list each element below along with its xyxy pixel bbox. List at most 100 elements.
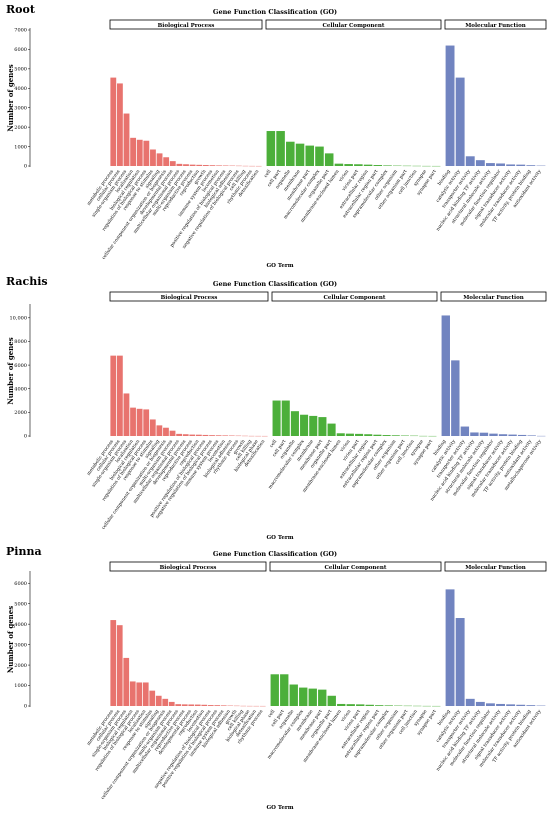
facet-label: Cellular Component xyxy=(323,23,385,29)
bar xyxy=(373,165,383,166)
bar xyxy=(117,83,123,166)
bar xyxy=(309,415,318,436)
bar xyxy=(201,704,208,706)
bar xyxy=(365,704,374,706)
bar xyxy=(344,164,353,166)
bar xyxy=(156,153,163,166)
bar xyxy=(270,674,279,706)
y-tick-label: 5000 xyxy=(14,601,27,607)
bar xyxy=(195,434,202,436)
bar xyxy=(175,704,182,706)
bar xyxy=(526,705,536,706)
panel-root: Root Gene Function Classification (GO) 0 10… xyxy=(6,3,547,269)
bar xyxy=(526,165,536,166)
facet-label: Biological Process xyxy=(158,23,215,29)
y-axis-label: Number of genes xyxy=(6,606,15,673)
bar xyxy=(209,165,216,166)
x-axis-label: GO Term xyxy=(266,263,293,269)
bar xyxy=(354,164,363,166)
bar xyxy=(441,315,450,436)
bar xyxy=(318,417,327,436)
bar xyxy=(516,704,526,706)
x-tick-label: cell xyxy=(267,708,277,719)
bar xyxy=(280,674,289,706)
bar xyxy=(496,703,505,706)
bar xyxy=(194,704,201,706)
panel-rachis: Rachis Gene Function Classification (GO) 0… xyxy=(6,275,547,541)
bar xyxy=(384,705,393,706)
bar xyxy=(290,411,299,436)
bar xyxy=(363,164,373,166)
facet-label: Biological Process xyxy=(161,295,218,301)
y-tick-label: 4000 xyxy=(14,622,27,628)
y-tick-label: 3000 xyxy=(14,642,27,648)
bar xyxy=(498,434,508,436)
bar xyxy=(327,695,336,706)
chart-title: Gene Function Classification (GO) xyxy=(213,8,337,16)
y-tick-label: 10,000 xyxy=(10,316,28,322)
bar xyxy=(110,355,117,436)
bar xyxy=(207,705,214,706)
bar xyxy=(346,704,355,706)
bar xyxy=(163,427,169,436)
bar xyxy=(465,698,475,706)
bar xyxy=(276,131,285,166)
facet-header xyxy=(444,19,547,30)
bar xyxy=(176,163,183,166)
bar xyxy=(116,625,123,706)
bar xyxy=(162,698,169,706)
bar xyxy=(214,705,221,706)
bar xyxy=(202,434,209,436)
bar xyxy=(168,701,175,706)
bar xyxy=(300,414,309,436)
bar xyxy=(305,145,315,166)
bar xyxy=(189,434,196,436)
x-tick-label: cell xyxy=(263,168,273,179)
chart-title: Gene Function Classification (GO) xyxy=(213,550,337,558)
panel-label: Root xyxy=(6,3,36,16)
y-tick-label: 4000 xyxy=(14,86,27,92)
facet-label: Molecular Function xyxy=(465,565,526,571)
bar xyxy=(475,160,485,166)
bar xyxy=(281,400,290,436)
y-tick-label: 2000 xyxy=(14,663,27,669)
facet-header xyxy=(265,19,442,30)
panel-pinna: Pinna Gene Function Classification (GO) 0 1… xyxy=(6,545,547,811)
bar xyxy=(130,407,136,436)
bar xyxy=(182,434,189,436)
bar xyxy=(136,682,143,706)
bar xyxy=(209,435,215,436)
bar xyxy=(465,156,475,166)
y-tick-label: 1000 xyxy=(14,144,27,150)
bar xyxy=(123,113,130,166)
bar xyxy=(445,45,455,166)
facet-header xyxy=(109,19,263,30)
bar xyxy=(527,435,536,436)
y-tick-label: 3000 xyxy=(14,105,27,111)
facet-header xyxy=(444,561,547,572)
bar xyxy=(496,163,505,166)
bar xyxy=(318,689,327,706)
bar xyxy=(123,657,130,706)
facet-label: Biological Process xyxy=(160,565,217,571)
y-tick-label: 5000 xyxy=(14,67,27,73)
bar xyxy=(508,434,517,436)
bar xyxy=(375,705,384,706)
facet-header xyxy=(109,561,267,572)
bar xyxy=(136,408,143,436)
bar xyxy=(486,163,495,166)
x-axis-label: GO Term xyxy=(266,805,293,811)
bar xyxy=(123,393,130,436)
bar xyxy=(143,409,150,436)
bar xyxy=(136,139,143,166)
y-tick-label: 0 xyxy=(24,164,27,170)
facet-header xyxy=(109,291,269,302)
bar xyxy=(149,690,156,706)
bar xyxy=(220,705,227,706)
bar xyxy=(455,77,465,166)
